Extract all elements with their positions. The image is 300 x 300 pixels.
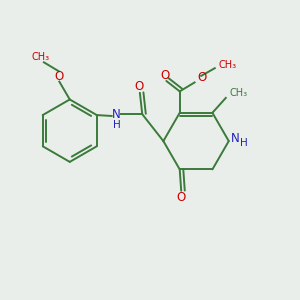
Text: O: O — [135, 80, 144, 93]
Text: CH₃: CH₃ — [219, 60, 237, 70]
Text: O: O — [54, 70, 63, 83]
Text: O: O — [198, 71, 207, 85]
Text: CH₃: CH₃ — [230, 88, 247, 98]
Text: CH₃: CH₃ — [32, 52, 50, 62]
Text: N: N — [112, 108, 121, 121]
Text: H: H — [113, 120, 121, 130]
Text: N: N — [231, 132, 240, 145]
Text: O: O — [160, 68, 170, 82]
Text: O: O — [177, 191, 186, 204]
Text: H: H — [240, 139, 248, 148]
